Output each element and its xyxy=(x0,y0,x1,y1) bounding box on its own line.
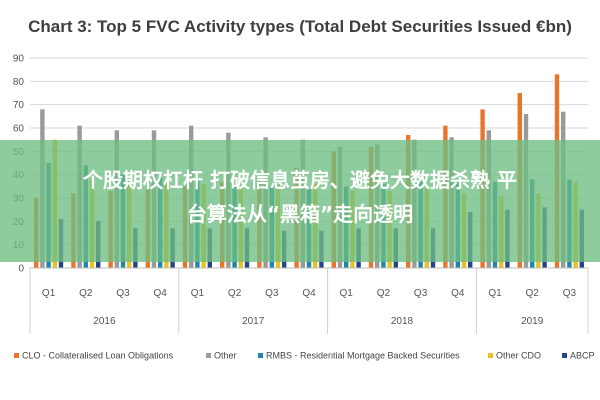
overlay-caption: 个股期权杠杆 打破信息茧房、避免大数据杀熟 平 台算法从“黑箱”走向透明 xyxy=(0,163,600,231)
year-label: 2019 xyxy=(521,316,544,327)
y-tick-label: 70 xyxy=(13,100,25,111)
y-tick-label: 60 xyxy=(13,124,25,135)
x-tick-label: Q2 xyxy=(377,288,391,299)
overlay-line-2: 台算法从“黑箱”走向透明 xyxy=(186,202,414,226)
year-label: 2016 xyxy=(93,316,116,327)
x-tick-label: Q3 xyxy=(414,288,428,299)
year-label: 2018 xyxy=(391,316,414,327)
legend-swatch xyxy=(258,353,263,358)
legend-label: CLO - Collateralised Loan Obligations xyxy=(22,351,174,361)
x-tick-label: Q3 xyxy=(116,288,130,299)
x-tick-label: Q4 xyxy=(154,288,168,299)
overlay-line-1: 个股期权杠杆 打破信息茧房、避免大数据杀熟 平 xyxy=(83,168,517,192)
x-tick-label: Q4 xyxy=(302,288,316,299)
x-tick-label: Q1 xyxy=(191,288,205,299)
x-tick-label: Q3 xyxy=(563,288,577,299)
x-tick-label: Q2 xyxy=(228,288,242,299)
chart-title: Chart 3: Top 5 FVC Activity types (Total… xyxy=(28,17,572,36)
legend-swatch xyxy=(562,353,567,358)
legend-swatch xyxy=(206,353,211,358)
x-tick-label: Q1 xyxy=(488,288,502,299)
y-tick-label: 0 xyxy=(18,264,24,275)
legend-label: Other CDO xyxy=(496,351,541,361)
x-tick-label: Q1 xyxy=(340,288,354,299)
legend-swatch xyxy=(488,353,493,358)
legend-label: ABCP xyxy=(570,351,595,361)
legend: CLO - Collateralised Loan Obligations Oth… xyxy=(14,351,595,361)
x-tick-label: Q3 xyxy=(265,288,279,299)
year-label: 2017 xyxy=(242,316,265,327)
overlay-banner xyxy=(0,140,600,262)
x-axis: Q1 Q2 Q3 Q4 Q1 Q2 Q3 Q4 Q1 Q2 Q3 Q4 Q1 Q2 Q3 2016 2017 20… xyxy=(29,267,589,334)
x-tick-label: Q2 xyxy=(79,288,93,299)
x-tick-label: Q1 xyxy=(42,288,56,299)
y-tick-label: 90 xyxy=(13,54,25,65)
legend-label: Other xyxy=(214,351,237,361)
x-tick-label: Q2 xyxy=(526,288,540,299)
y-tick-label: 80 xyxy=(13,77,25,88)
legend-label: RMBS - Residential Mortgage Backed Secur… xyxy=(266,351,460,361)
legend-swatch xyxy=(14,353,19,358)
x-tick-label: Q4 xyxy=(451,288,465,299)
